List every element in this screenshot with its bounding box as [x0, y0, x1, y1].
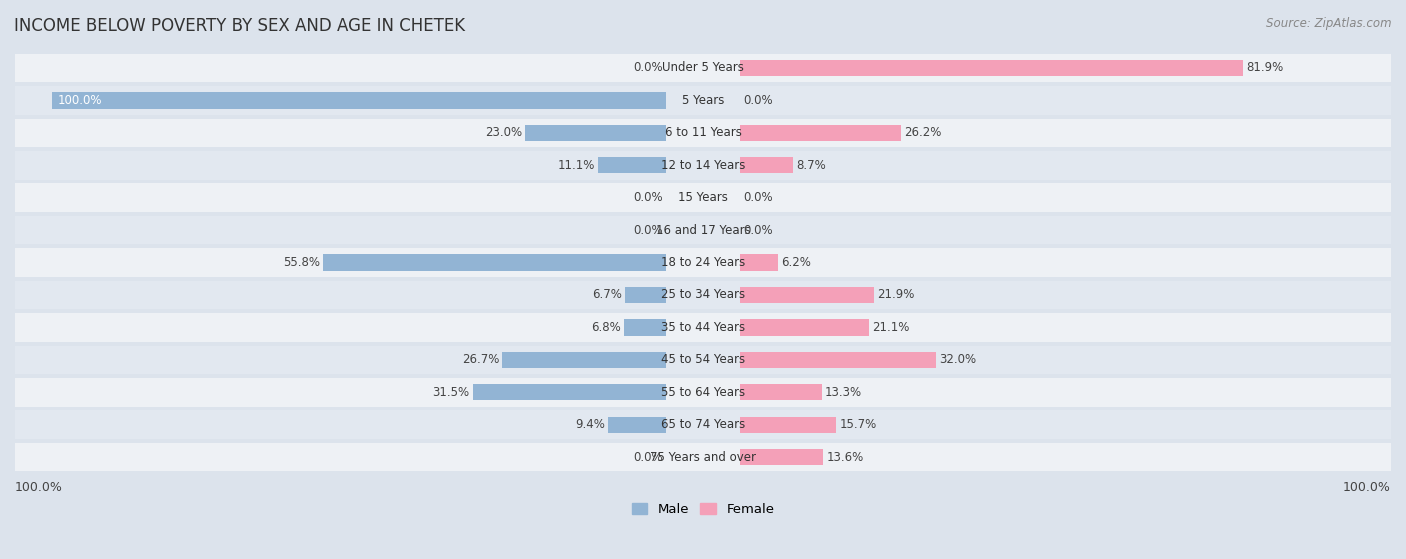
Text: Source: ZipAtlas.com: Source: ZipAtlas.com	[1267, 17, 1392, 30]
Text: 13.3%: 13.3%	[825, 386, 862, 399]
Bar	[0, 345, 1406, 374]
Text: 65 to 74 Years: 65 to 74 Years	[661, 418, 745, 431]
Text: 0.0%: 0.0%	[742, 94, 772, 107]
Bar	[0, 54, 1406, 82]
Text: 9.4%: 9.4%	[575, 418, 606, 431]
Text: INCOME BELOW POVERTY BY SEX AND AGE IN CHETEK: INCOME BELOW POVERTY BY SEX AND AGE IN C…	[14, 17, 465, 35]
Bar	[0, 216, 1406, 244]
Text: 21.1%: 21.1%	[873, 321, 910, 334]
Bar	[0, 443, 1406, 471]
Bar	[740, 352, 936, 368]
Bar	[472, 384, 666, 400]
Text: 0.0%: 0.0%	[742, 224, 772, 236]
Bar	[624, 319, 666, 335]
Bar	[740, 449, 824, 465]
Bar	[740, 157, 793, 173]
Bar	[52, 92, 666, 108]
Bar	[0, 410, 1406, 439]
Text: 15 Years: 15 Years	[678, 191, 728, 204]
Bar	[740, 287, 875, 303]
Bar	[740, 319, 869, 335]
Text: 100.0%: 100.0%	[1343, 481, 1391, 495]
Bar	[0, 119, 1406, 147]
Text: 5 Years: 5 Years	[682, 94, 724, 107]
Text: 0.0%: 0.0%	[634, 191, 664, 204]
Legend: Male, Female: Male, Female	[626, 498, 780, 522]
Bar	[0, 86, 1406, 115]
Bar	[740, 416, 837, 433]
Bar	[524, 125, 666, 141]
Text: 16 and 17 Years: 16 and 17 Years	[655, 224, 751, 236]
Text: 12 to 14 Years: 12 to 14 Years	[661, 159, 745, 172]
Bar	[740, 254, 778, 271]
Text: 31.5%: 31.5%	[433, 386, 470, 399]
Text: 15.7%: 15.7%	[839, 418, 876, 431]
Text: 13.6%: 13.6%	[827, 451, 863, 463]
Bar	[609, 416, 666, 433]
Text: 55 to 64 Years: 55 to 64 Years	[661, 386, 745, 399]
Text: 23.0%: 23.0%	[485, 126, 522, 139]
Text: 6 to 11 Years: 6 to 11 Years	[665, 126, 741, 139]
Bar	[502, 352, 666, 368]
Bar	[323, 254, 666, 271]
Bar	[740, 384, 821, 400]
Text: 100.0%: 100.0%	[58, 94, 103, 107]
Text: 6.8%: 6.8%	[592, 321, 621, 334]
Text: 100.0%: 100.0%	[15, 481, 63, 495]
Text: 26.7%: 26.7%	[461, 353, 499, 366]
Bar	[0, 378, 1406, 406]
Bar	[626, 287, 666, 303]
Text: 45 to 54 Years: 45 to 54 Years	[661, 353, 745, 366]
Text: 8.7%: 8.7%	[796, 159, 827, 172]
Text: 6.7%: 6.7%	[592, 288, 621, 301]
Text: 6.2%: 6.2%	[780, 256, 811, 269]
Bar	[0, 248, 1406, 277]
Text: 26.2%: 26.2%	[904, 126, 941, 139]
Bar	[0, 281, 1406, 309]
Bar	[0, 313, 1406, 342]
Text: 25 to 34 Years: 25 to 34 Years	[661, 288, 745, 301]
Text: 35 to 44 Years: 35 to 44 Years	[661, 321, 745, 334]
Text: 0.0%: 0.0%	[634, 61, 664, 74]
Bar	[740, 125, 901, 141]
Text: 0.0%: 0.0%	[634, 451, 664, 463]
Bar	[598, 157, 666, 173]
Text: 81.9%: 81.9%	[1246, 61, 1284, 74]
Text: 0.0%: 0.0%	[634, 224, 664, 236]
Bar	[0, 151, 1406, 179]
Text: 18 to 24 Years: 18 to 24 Years	[661, 256, 745, 269]
Bar	[740, 60, 1243, 76]
Text: 11.1%: 11.1%	[558, 159, 595, 172]
Text: 55.8%: 55.8%	[283, 256, 321, 269]
Text: 0.0%: 0.0%	[742, 191, 772, 204]
Text: 75 Years and over: 75 Years and over	[650, 451, 756, 463]
Text: 32.0%: 32.0%	[939, 353, 977, 366]
Text: 21.9%: 21.9%	[877, 288, 915, 301]
Text: Under 5 Years: Under 5 Years	[662, 61, 744, 74]
Bar	[0, 183, 1406, 212]
